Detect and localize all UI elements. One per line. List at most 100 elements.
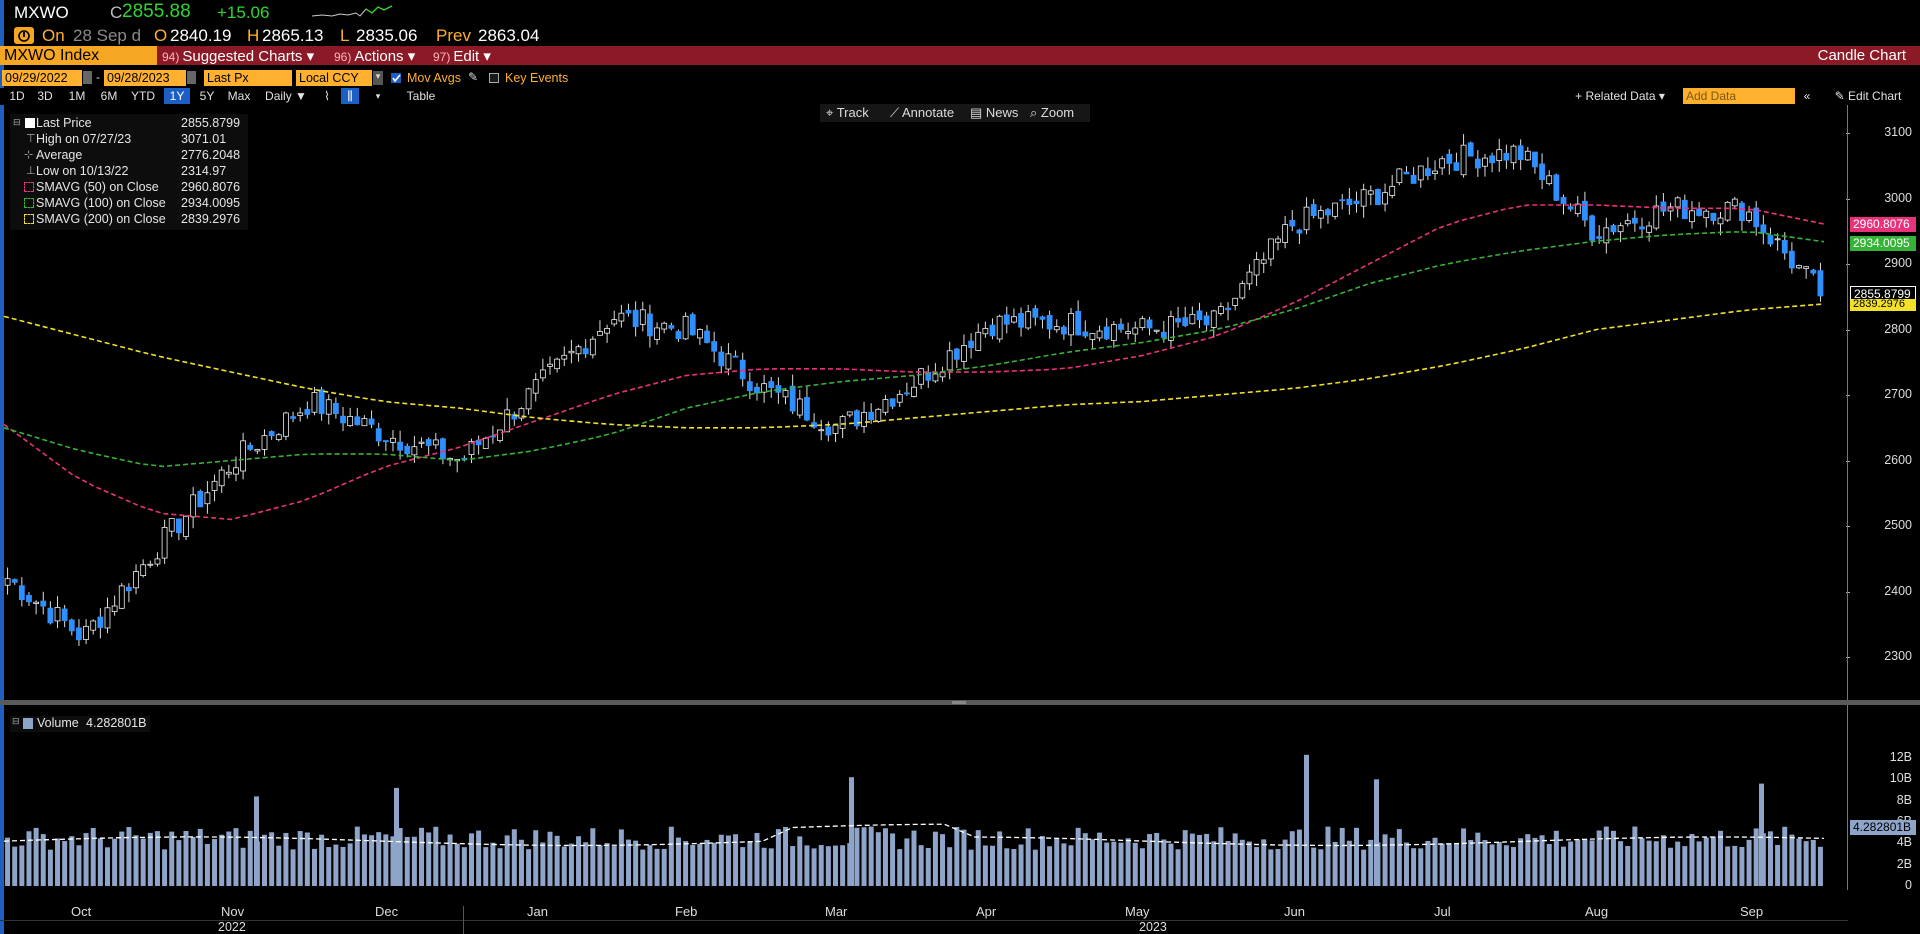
edit-menu[interactable]: 97) Edit ▾ [433,48,491,65]
candle [1739,200,1745,231]
volume-bar [1589,840,1595,886]
currency-select[interactable]: Local CCY [296,70,372,86]
legend-label: Last Price [36,116,92,130]
candle [382,440,389,452]
suggested-charts-menu[interactable]: 94) Suggested Charts ▾ [162,48,315,65]
volume-chart[interactable] [4,706,1848,888]
volume-bar [1382,834,1388,886]
period-1y[interactable]: 1Y [164,88,190,104]
volume-bar [1275,849,1281,886]
security-field[interactable]: MXWO Index [0,46,157,65]
edit-chart-button[interactable]: ✎ Edit Chart [1834,89,1902,103]
mov-avgs-checkbox[interactable] [391,73,401,83]
volume-bar [162,849,168,886]
add-data-input[interactable]: Add Data [1683,88,1795,104]
volume-bar [1268,849,1274,886]
collapse-legend-icon[interactable]: ⊟ [13,117,21,127]
last-price-swatch [25,118,35,128]
related-data-button[interactable]: + Related Data ▾ [1575,89,1665,103]
volume-bar [854,827,860,886]
candle [1717,211,1724,236]
alert-icon[interactable] [14,27,34,44]
volume-label: Volume [37,716,79,730]
news-tool[interactable]: ▤ News [970,105,1019,120]
collapse-icon[interactable]: « [1803,89,1811,103]
volume-bar [1082,833,1088,886]
annotate-tool[interactable]: ⟋ Annotate [890,105,955,120]
actions-menu[interactable]: 96) Actions ▾ [334,48,416,65]
volume-bar [1396,829,1402,886]
candle [254,448,261,455]
frequency-select[interactable]: Daily ▼ [265,89,307,103]
volume-bar [1147,834,1153,886]
volume-bar [176,840,182,886]
candle [368,410,375,429]
volume-bar [90,828,96,886]
volume-bar [290,849,296,886]
pencil-icon[interactable]: ✎ [468,70,479,84]
candle [1018,307,1024,337]
high-label: H [247,26,260,45]
volume-bar [1746,839,1752,886]
volume-bar [597,845,603,886]
candle [1068,307,1074,346]
period-ytd[interactable]: YTD [131,89,155,103]
field-select[interactable]: Last Px [204,70,292,86]
candle [390,430,396,452]
volume-bar [790,846,796,886]
key-events-label[interactable]: Key Events [505,71,569,85]
x-month-label: Apr [976,904,997,919]
period-3d[interactable]: 3D [37,89,53,103]
volume-bar [1596,830,1602,886]
volume-bar [1582,839,1588,886]
candle [811,413,817,429]
volume-bar [990,845,996,886]
candle-chart-icon[interactable]: ⫼ [341,88,359,104]
zoom-tool[interactable]: ⌕ Zoom [1030,105,1075,120]
volume-bar [1211,841,1217,886]
candle [1060,325,1067,340]
period-6m[interactable]: 6M [100,89,118,103]
volume-bar [704,839,710,886]
table-button[interactable]: Table [406,89,436,103]
volume-bar [319,834,325,886]
calendar-icon[interactable] [187,71,196,84]
pane-divider[interactable] [0,700,1920,705]
last-price: 2855.88 [122,1,191,22]
candle [1724,201,1731,222]
end-date-field[interactable]: 09/28/2023 [104,70,186,86]
quote-row: On 28 Sep d O 2840.19 H 2865.13 L 2835.0… [0,26,1920,46]
period-max[interactable]: Max [227,89,251,103]
volume-bar [169,831,175,886]
start-date-field[interactable]: 09/29/2022 [2,70,82,86]
intraday-sparkline [312,5,392,17]
candle [925,365,932,388]
price-chart[interactable] [4,105,1848,700]
line-chart-icon[interactable]: ⌇ [324,89,330,103]
key-events-checkbox[interactable] [489,73,499,83]
chart-type-label: Candle Chart [1817,47,1906,64]
volume-bar [247,830,253,886]
period-1d[interactable]: 1D [9,89,25,103]
volume-bar [1411,848,1417,886]
volume-bar [1139,848,1145,886]
volume-bar [1618,841,1624,886]
chevron-down-icon[interactable]: ▾ [375,91,381,101]
candle [539,358,546,382]
volume-bar [1154,833,1160,886]
candle [1817,262,1824,302]
period-5y[interactable]: 5Y [199,89,215,103]
chevron-down-icon[interactable]: ▾ [373,71,383,85]
volume-bar [1446,843,1452,886]
volume-bar [397,828,403,886]
candle [661,321,668,334]
ticker-symbol: MXWO [14,3,69,22]
calendar-icon[interactable] [83,71,92,84]
period-1m[interactable]: 1M [68,89,86,103]
track-tool[interactable]: ⌖ Track [826,105,869,120]
volume-bar [1675,841,1681,886]
candle [168,518,175,537]
volume-bar [1111,841,1117,886]
volume-bar [1125,838,1131,886]
mov-avgs-label[interactable]: Mov Avgs [407,71,461,85]
